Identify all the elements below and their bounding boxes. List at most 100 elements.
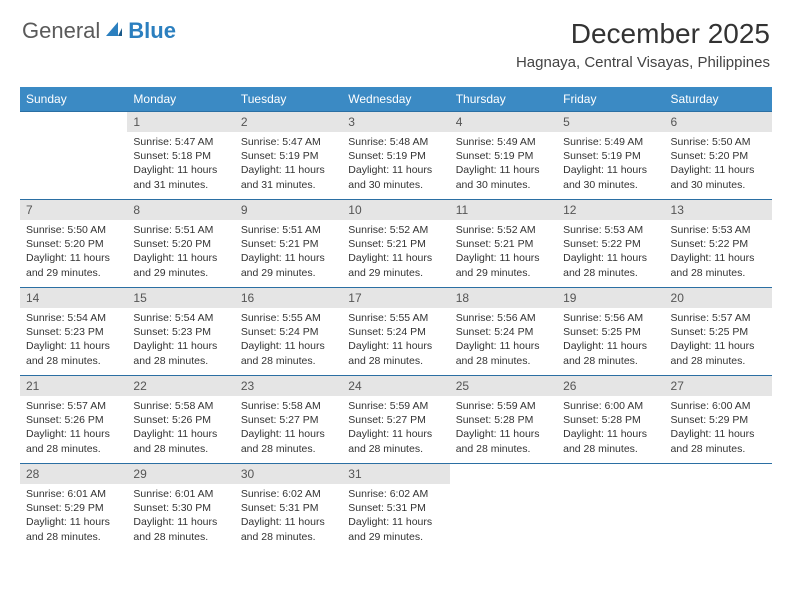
day-number: 11 <box>450 200 557 220</box>
sunset-line: Sunset: 5:21 PM <box>241 237 336 251</box>
day-details: Sunrise: 6:00 AMSunset: 5:28 PMDaylight:… <box>557 396 664 459</box>
calendar-cell: 12Sunrise: 5:53 AMSunset: 5:22 PMDayligh… <box>557 200 664 288</box>
day-details: Sunrise: 5:50 AMSunset: 5:20 PMDaylight:… <box>665 132 772 195</box>
calendar-cell: 4Sunrise: 5:49 AMSunset: 5:19 PMDaylight… <box>450 112 557 200</box>
daylight-line: Daylight: 11 hours and 30 minutes. <box>348 163 443 191</box>
day-details: Sunrise: 5:50 AMSunset: 5:20 PMDaylight:… <box>20 220 127 283</box>
calendar-cell: 9Sunrise: 5:51 AMSunset: 5:21 PMDaylight… <box>235 200 342 288</box>
day-number: 21 <box>20 376 127 396</box>
sunrise-line: Sunrise: 5:53 AM <box>563 223 658 237</box>
daylight-line: Daylight: 11 hours and 30 minutes. <box>671 163 766 191</box>
sunset-line: Sunset: 5:20 PM <box>671 149 766 163</box>
sunrise-line: Sunrise: 5:47 AM <box>133 135 228 149</box>
daylight-line: Daylight: 11 hours and 31 minutes. <box>133 163 228 191</box>
calendar-cell: 19Sunrise: 5:56 AMSunset: 5:25 PMDayligh… <box>557 288 664 376</box>
sunrise-line: Sunrise: 5:51 AM <box>241 223 336 237</box>
calendar-table: SundayMondayTuesdayWednesdayThursdayFrid… <box>20 87 772 552</box>
sunset-line: Sunset: 5:23 PM <box>26 325 121 339</box>
day-details: Sunrise: 5:55 AMSunset: 5:24 PMDaylight:… <box>235 308 342 371</box>
logo-text-general: General <box>22 18 100 44</box>
daylight-line: Daylight: 11 hours and 28 minutes. <box>26 427 121 455</box>
day-details: Sunrise: 5:54 AMSunset: 5:23 PMDaylight:… <box>127 308 234 371</box>
calendar-row: 21Sunrise: 5:57 AMSunset: 5:26 PMDayligh… <box>20 376 772 464</box>
logo-text-blue: Blue <box>128 18 176 44</box>
sunset-line: Sunset: 5:19 PM <box>348 149 443 163</box>
sunrise-line: Sunrise: 5:52 AM <box>456 223 551 237</box>
location-text: Hagnaya, Central Visayas, Philippines <box>516 54 770 71</box>
day-number: 4 <box>450 112 557 132</box>
calendar-row: 7Sunrise: 5:50 AMSunset: 5:20 PMDaylight… <box>20 200 772 288</box>
sunset-line: Sunset: 5:22 PM <box>563 237 658 251</box>
sunrise-line: Sunrise: 5:58 AM <box>133 399 228 413</box>
calendar-cell: 10Sunrise: 5:52 AMSunset: 5:21 PMDayligh… <box>342 200 449 288</box>
day-number: 12 <box>557 200 664 220</box>
calendar-cell: 15Sunrise: 5:54 AMSunset: 5:23 PMDayligh… <box>127 288 234 376</box>
day-details: Sunrise: 5:58 AMSunset: 5:26 PMDaylight:… <box>127 396 234 459</box>
day-number: 7 <box>20 200 127 220</box>
day-details: Sunrise: 6:02 AMSunset: 5:31 PMDaylight:… <box>342 484 449 547</box>
day-number: 9 <box>235 200 342 220</box>
day-number: 1 <box>127 112 234 132</box>
daylight-line: Daylight: 11 hours and 28 minutes. <box>348 339 443 367</box>
day-number: 25 <box>450 376 557 396</box>
day-details: Sunrise: 6:00 AMSunset: 5:29 PMDaylight:… <box>665 396 772 459</box>
sunset-line: Sunset: 5:29 PM <box>671 413 766 427</box>
weekday-header: Monday <box>127 87 234 112</box>
daylight-line: Daylight: 11 hours and 28 minutes. <box>456 427 551 455</box>
sunset-line: Sunset: 5:24 PM <box>241 325 336 339</box>
day-number: 8 <box>127 200 234 220</box>
daylight-line: Daylight: 11 hours and 28 minutes. <box>241 427 336 455</box>
calendar-cell: 7Sunrise: 5:50 AMSunset: 5:20 PMDaylight… <box>20 200 127 288</box>
sunset-line: Sunset: 5:23 PM <box>133 325 228 339</box>
calendar-cell: 2Sunrise: 5:47 AMSunset: 5:19 PMDaylight… <box>235 112 342 200</box>
day-details: Sunrise: 5:55 AMSunset: 5:24 PMDaylight:… <box>342 308 449 371</box>
calendar-cell <box>450 464 557 552</box>
sunset-line: Sunset: 5:21 PM <box>456 237 551 251</box>
calendar-cell: 1Sunrise: 5:47 AMSunset: 5:18 PMDaylight… <box>127 112 234 200</box>
calendar-cell <box>665 464 772 552</box>
sunset-line: Sunset: 5:22 PM <box>671 237 766 251</box>
daylight-line: Daylight: 11 hours and 28 minutes. <box>133 427 228 455</box>
calendar-cell: 24Sunrise: 5:59 AMSunset: 5:27 PMDayligh… <box>342 376 449 464</box>
daylight-line: Daylight: 11 hours and 28 minutes. <box>133 339 228 367</box>
sunrise-line: Sunrise: 5:57 AM <box>26 399 121 413</box>
day-number: 22 <box>127 376 234 396</box>
calendar-cell: 26Sunrise: 6:00 AMSunset: 5:28 PMDayligh… <box>557 376 664 464</box>
daylight-line: Daylight: 11 hours and 29 minutes. <box>26 251 121 279</box>
day-details: Sunrise: 5:59 AMSunset: 5:28 PMDaylight:… <box>450 396 557 459</box>
day-number: 15 <box>127 288 234 308</box>
sunset-line: Sunset: 5:25 PM <box>563 325 658 339</box>
sunset-line: Sunset: 5:26 PM <box>133 413 228 427</box>
sunrise-line: Sunrise: 6:01 AM <box>133 487 228 501</box>
weekday-header: Friday <box>557 87 664 112</box>
day-details: Sunrise: 6:02 AMSunset: 5:31 PMDaylight:… <box>235 484 342 547</box>
day-number: 28 <box>20 464 127 484</box>
day-details: Sunrise: 5:59 AMSunset: 5:27 PMDaylight:… <box>342 396 449 459</box>
weekday-header: Thursday <box>450 87 557 112</box>
day-number: 19 <box>557 288 664 308</box>
daylight-line: Daylight: 11 hours and 28 minutes. <box>563 427 658 455</box>
day-details: Sunrise: 5:52 AMSunset: 5:21 PMDaylight:… <box>450 220 557 283</box>
day-details: Sunrise: 5:49 AMSunset: 5:19 PMDaylight:… <box>450 132 557 195</box>
sunset-line: Sunset: 5:20 PM <box>26 237 121 251</box>
day-details: Sunrise: 5:52 AMSunset: 5:21 PMDaylight:… <box>342 220 449 283</box>
sunrise-line: Sunrise: 5:49 AM <box>563 135 658 149</box>
sunset-line: Sunset: 5:26 PM <box>26 413 121 427</box>
daylight-line: Daylight: 11 hours and 31 minutes. <box>241 163 336 191</box>
daylight-line: Daylight: 11 hours and 29 minutes. <box>456 251 551 279</box>
sunrise-line: Sunrise: 5:50 AM <box>671 135 766 149</box>
day-details: Sunrise: 5:53 AMSunset: 5:22 PMDaylight:… <box>557 220 664 283</box>
calendar-cell: 30Sunrise: 6:02 AMSunset: 5:31 PMDayligh… <box>235 464 342 552</box>
day-details: Sunrise: 5:57 AMSunset: 5:26 PMDaylight:… <box>20 396 127 459</box>
sunset-line: Sunset: 5:24 PM <box>456 325 551 339</box>
sunrise-line: Sunrise: 5:59 AM <box>348 399 443 413</box>
calendar-cell: 21Sunrise: 5:57 AMSunset: 5:26 PMDayligh… <box>20 376 127 464</box>
sunrise-line: Sunrise: 6:02 AM <box>348 487 443 501</box>
calendar-cell <box>557 464 664 552</box>
logo: General Blue <box>22 18 176 44</box>
daylight-line: Daylight: 11 hours and 28 minutes. <box>348 427 443 455</box>
day-details: Sunrise: 5:56 AMSunset: 5:25 PMDaylight:… <box>557 308 664 371</box>
day-number: 5 <box>557 112 664 132</box>
day-number-empty <box>20 112 127 132</box>
day-number: 6 <box>665 112 772 132</box>
